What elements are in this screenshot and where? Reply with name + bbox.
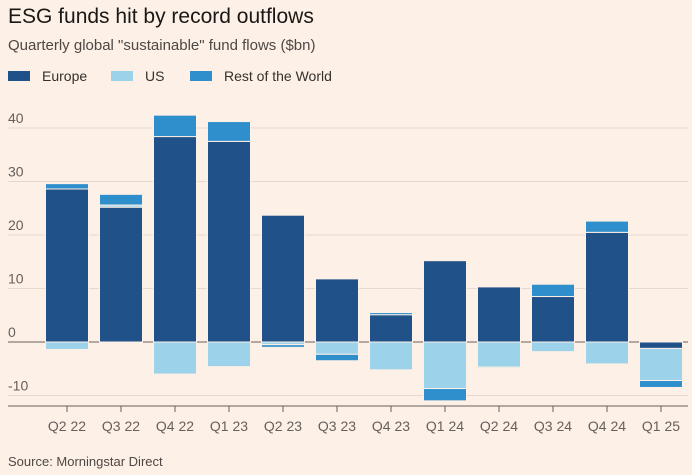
bar-europe [261, 214, 305, 343]
legend-item-us: US [111, 68, 164, 84]
bar-europe [315, 278, 359, 343]
bar-rest-of-the-world [531, 283, 575, 298]
x-tick-label: Q1 24 [426, 418, 464, 434]
legend-item-rest-of-world: Rest of the World [190, 68, 332, 84]
bar-us [639, 347, 683, 382]
bar-europe [423, 260, 467, 343]
legend-label-rest-of-world: Rest of the World [224, 68, 332, 84]
bar-us [585, 341, 629, 365]
bar-rest-of-the-world [369, 312, 413, 316]
x-tick-label: Q4 22 [156, 418, 194, 434]
bar-europe [369, 314, 413, 343]
bar-rest-of-the-world [261, 344, 305, 348]
chart-subtitle: Quarterly global "sustainable" fund flow… [8, 37, 316, 54]
bar-europe [585, 231, 629, 343]
x-tick-label: Q4 23 [372, 418, 410, 434]
bar-europe [99, 206, 143, 343]
legend-label-europe: Europe [42, 68, 88, 84]
bar-rest-of-the-world [153, 114, 197, 138]
y-tick-label: 30 [8, 164, 24, 180]
legend-label-us: US [145, 68, 165, 84]
y-tick-label: 20 [8, 217, 24, 233]
legend-item-europe: Europe [8, 68, 87, 84]
bar-us [369, 341, 413, 371]
bar-rest-of-the-world [423, 388, 467, 402]
bar-us [315, 341, 359, 355]
bar-us [207, 341, 251, 368]
bar-us [153, 341, 197, 375]
bar-rest-of-the-world [99, 193, 143, 206]
x-tick-label: Q4 24 [588, 418, 626, 434]
y-tick-label: 0 [8, 324, 16, 340]
x-tick-label: Q2 24 [480, 418, 518, 434]
y-tick-label: -10 [8, 378, 28, 394]
bar-rest-of-the-world [207, 121, 251, 142]
bar-europe [639, 341, 683, 349]
bar-rest-of-the-world [315, 353, 359, 362]
x-tick-label: Q1 23 [210, 418, 248, 434]
bar-rest-of-the-world [639, 380, 683, 388]
bar-europe [153, 136, 197, 343]
x-tick-label: Q3 23 [318, 418, 356, 434]
bar-europe [45, 188, 89, 343]
bar-europe [477, 286, 521, 343]
x-tick-label: Q3 24 [534, 418, 572, 434]
source-note: Source: Morningstar Direct [8, 454, 163, 469]
x-tick-label: Q2 23 [264, 418, 302, 434]
y-tick-label: 40 [8, 110, 24, 126]
bar-rest-of-the-world [585, 220, 629, 233]
x-tick-label: Q1 25 [642, 418, 680, 434]
bar-europe [531, 296, 575, 343]
bar-us [45, 341, 89, 350]
bar-rest-of-the-world [45, 183, 89, 190]
bar-us [531, 341, 575, 353]
bar-europe [207, 140, 251, 343]
x-tick-label: Q2 22 [48, 418, 86, 434]
legend-swatch-europe [8, 71, 30, 81]
bar-rest-of-the-world [477, 366, 521, 369]
y-tick-label: 10 [8, 271, 24, 287]
bar-us [423, 341, 467, 390]
x-tick-label: Q3 22 [102, 418, 140, 434]
bar-us [477, 341, 521, 368]
legend-swatch-rest-of-world [190, 71, 212, 81]
chart-title: ESG funds hit by record outflows [8, 5, 314, 28]
legend-swatch-us [111, 71, 133, 81]
